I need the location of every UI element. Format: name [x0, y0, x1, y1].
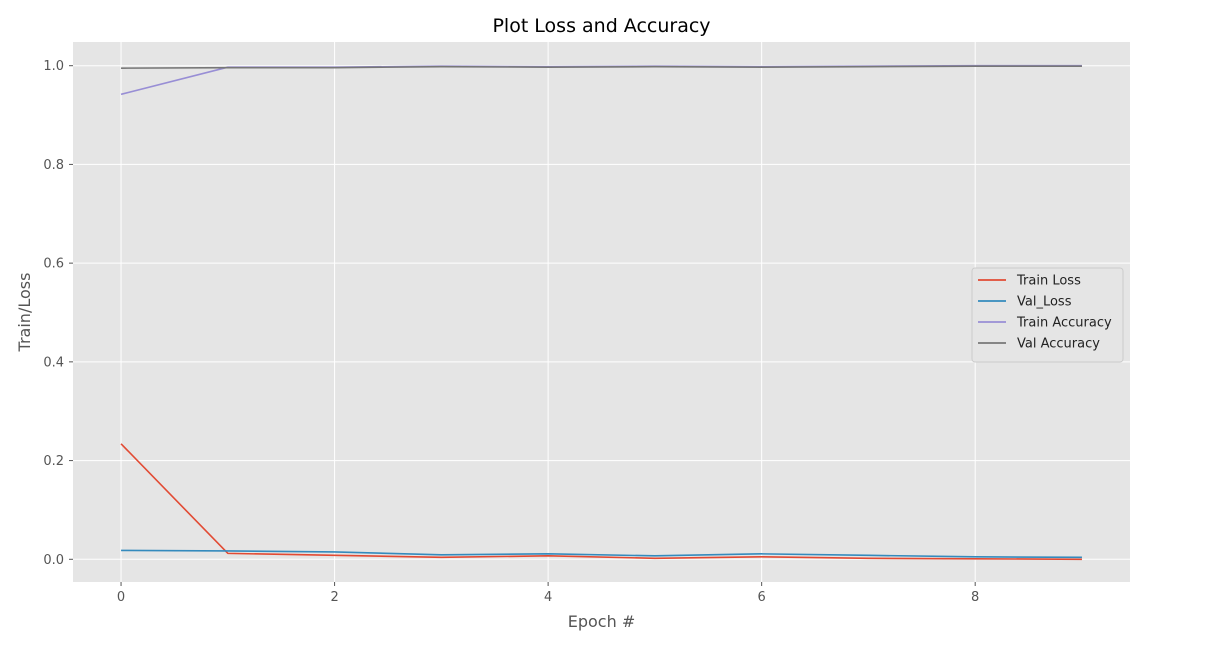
legend-label-val-loss: Val_Loss: [1017, 295, 1072, 310]
y-tick-label: 0.8: [43, 158, 64, 173]
x-tick-label: 6: [758, 590, 766, 605]
y-axis-label: Train/Loss: [15, 273, 34, 353]
chart-title: Plot Loss and Accuracy: [492, 15, 710, 37]
y-tick-label: 0.6: [43, 257, 64, 272]
x-tick-label: 8: [971, 590, 979, 605]
legend-label-train-loss: Train Loss: [1016, 274, 1081, 289]
series-line-train-loss: [120, 443, 1082, 561]
x-tick-label: 4: [544, 590, 552, 605]
series-line-val-loss: [121, 549, 1082, 559]
plot-area: [73, 42, 1130, 582]
legend-label-val-accuracy: Val Accuracy: [1017, 337, 1100, 352]
y-tick-label: 0.4: [43, 355, 64, 370]
x-tick-label: 2: [330, 590, 338, 605]
x-axis-label: Epoch #: [568, 612, 635, 631]
legend-label-train-accuracy: Train Accuracy: [1016, 316, 1112, 331]
x-tick-label: 0: [117, 590, 125, 605]
legend-box: [971, 267, 1124, 363]
y-tick-label: 0.2: [43, 454, 64, 469]
series-lines: [120, 64, 1082, 561]
tick-labels: 0 2 4 6 8 0.0 0.2 0.4 0.6 0.8 1.0: [43, 59, 979, 605]
y-tick-label: 0.0: [43, 553, 64, 568]
series-line-val-accuracy: [121, 65, 1082, 69]
y-tick-label: 1.0: [43, 59, 64, 74]
legend: Train Loss Val_Loss Train Accuracy Val Accu…: [971, 267, 1124, 363]
